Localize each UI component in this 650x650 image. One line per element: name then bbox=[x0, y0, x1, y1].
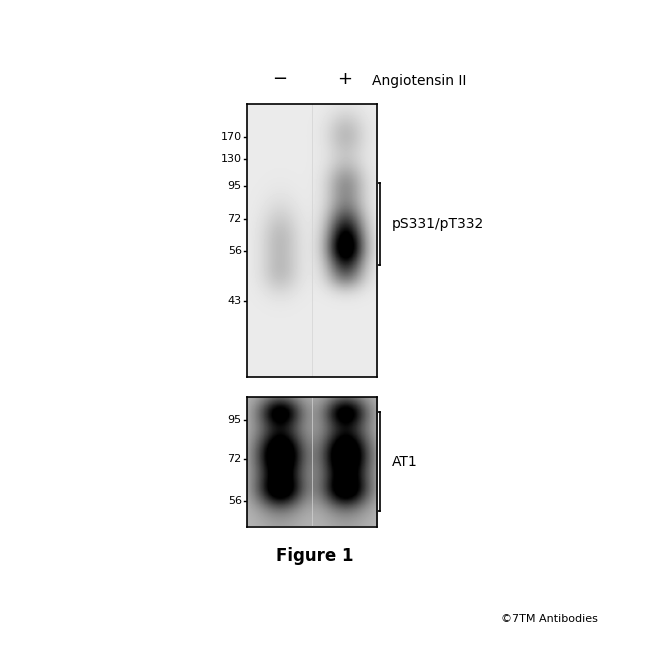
Text: AT1: AT1 bbox=[392, 454, 418, 469]
Text: 95: 95 bbox=[227, 181, 242, 191]
Text: Angiotensin II: Angiotensin II bbox=[372, 73, 467, 88]
Text: 43: 43 bbox=[227, 296, 242, 306]
Text: 170: 170 bbox=[221, 132, 242, 142]
Text: 72: 72 bbox=[227, 454, 242, 464]
Text: 130: 130 bbox=[221, 153, 242, 164]
Text: ©7TM Antibodies: ©7TM Antibodies bbox=[501, 614, 598, 624]
Text: +: + bbox=[337, 70, 352, 88]
Text: 56: 56 bbox=[227, 246, 242, 256]
Text: −: − bbox=[272, 70, 287, 88]
Text: 72: 72 bbox=[227, 214, 242, 224]
Text: 95: 95 bbox=[227, 415, 242, 425]
Text: 56: 56 bbox=[227, 495, 242, 506]
Text: Figure 1: Figure 1 bbox=[276, 547, 354, 565]
Text: pS331/pT332: pS331/pT332 bbox=[392, 217, 484, 231]
